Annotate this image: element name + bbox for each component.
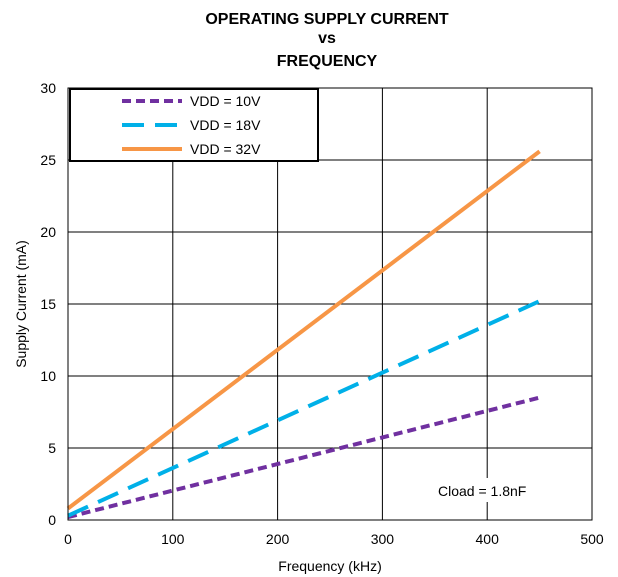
x-tick-label: 400 xyxy=(476,531,500,547)
legend-label: VDD = 32V xyxy=(190,141,261,157)
legend: VDD = 10V VDD = 18V VDD = 32V xyxy=(69,88,319,162)
x-tick-label: 200 xyxy=(266,531,290,547)
legend-label: VDD = 18V xyxy=(190,117,261,133)
series-line-3 xyxy=(66,149,541,511)
x-tick-label: 0 xyxy=(64,531,72,547)
x-axis-label: Frequency (kHz) xyxy=(278,558,381,574)
series-line-1 xyxy=(67,395,541,520)
chart-title-line-1: OPERATING SUPPLY CURRENT xyxy=(205,11,449,28)
axis-ticks: 0 100 200 300 400 500 0 5 10 15 20 25 30 xyxy=(40,80,603,547)
y-tick-label: 25 xyxy=(40,152,56,168)
y-tick-label: 10 xyxy=(40,368,56,384)
annotation-box xyxy=(432,478,548,502)
x-tick-label: 500 xyxy=(580,531,604,547)
chart-title: OPERATING SUPPLY CURRENT vs FREQUENCY xyxy=(205,11,449,70)
y-axis-label: Supply Current (mA) xyxy=(13,240,29,368)
legend-box xyxy=(69,88,319,162)
series-lines xyxy=(66,149,541,520)
y-tick-label: 20 xyxy=(40,224,56,240)
legend-label: VDD = 10V xyxy=(190,93,261,109)
y-tick-label: 30 xyxy=(40,80,56,96)
series-line-2 xyxy=(67,299,541,518)
chart-title-line-2: vs xyxy=(318,30,336,47)
y-tick-label: 0 xyxy=(48,512,56,528)
annotation-cload: Cload = 1.8nF xyxy=(438,483,526,499)
y-tick-label: 15 xyxy=(40,296,56,312)
plot-frame xyxy=(67,87,593,521)
x-tick-label: 100 xyxy=(161,531,185,547)
y-tick-label: 5 xyxy=(48,440,56,456)
x-tick-label: 300 xyxy=(371,531,395,547)
chart-title-line-3: FREQUENCY xyxy=(277,53,378,70)
